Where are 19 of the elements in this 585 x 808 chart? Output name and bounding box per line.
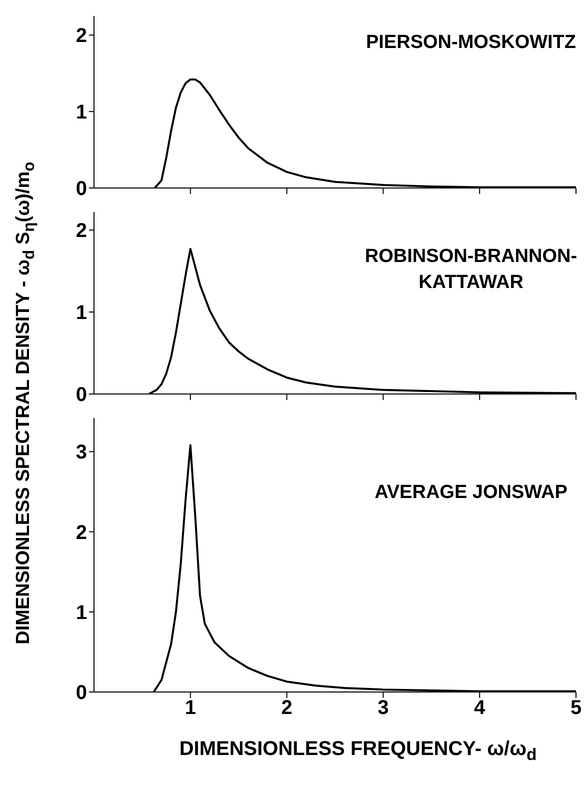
y-tick-label: 1 xyxy=(76,302,87,324)
x-axis-title: DIMENSIONLESS FREQUENCY- ω/ω$_{d}$ xyxy=(178,738,538,765)
x-tick-label: 5 xyxy=(570,697,582,720)
x-tick-label: 2 xyxy=(281,697,292,720)
y-tick-label: 2 xyxy=(76,25,87,48)
x-tick-label: 3 xyxy=(378,697,389,720)
y-tick-label: 0 xyxy=(76,682,87,704)
y-tick-label: 0 xyxy=(76,178,87,200)
y-tick-label: 2 xyxy=(76,220,87,242)
y-tick-label: 3 xyxy=(76,442,87,464)
text: ROBINSON-BRANNON-KATTAWAR xyxy=(364,245,578,295)
x-tick-label: 1 xyxy=(184,697,196,720)
x-tick-label: 4 xyxy=(474,697,486,720)
text: AVERAGE JONSWAP xyxy=(374,481,568,505)
y-tick-label: 1 xyxy=(76,602,87,624)
y-tick-label: 1 xyxy=(76,102,87,124)
y-tick-label: 0 xyxy=(76,384,87,406)
text: PIERSON-MOSKOWITZ xyxy=(364,31,578,55)
y-tick-label: 2 xyxy=(76,522,87,544)
